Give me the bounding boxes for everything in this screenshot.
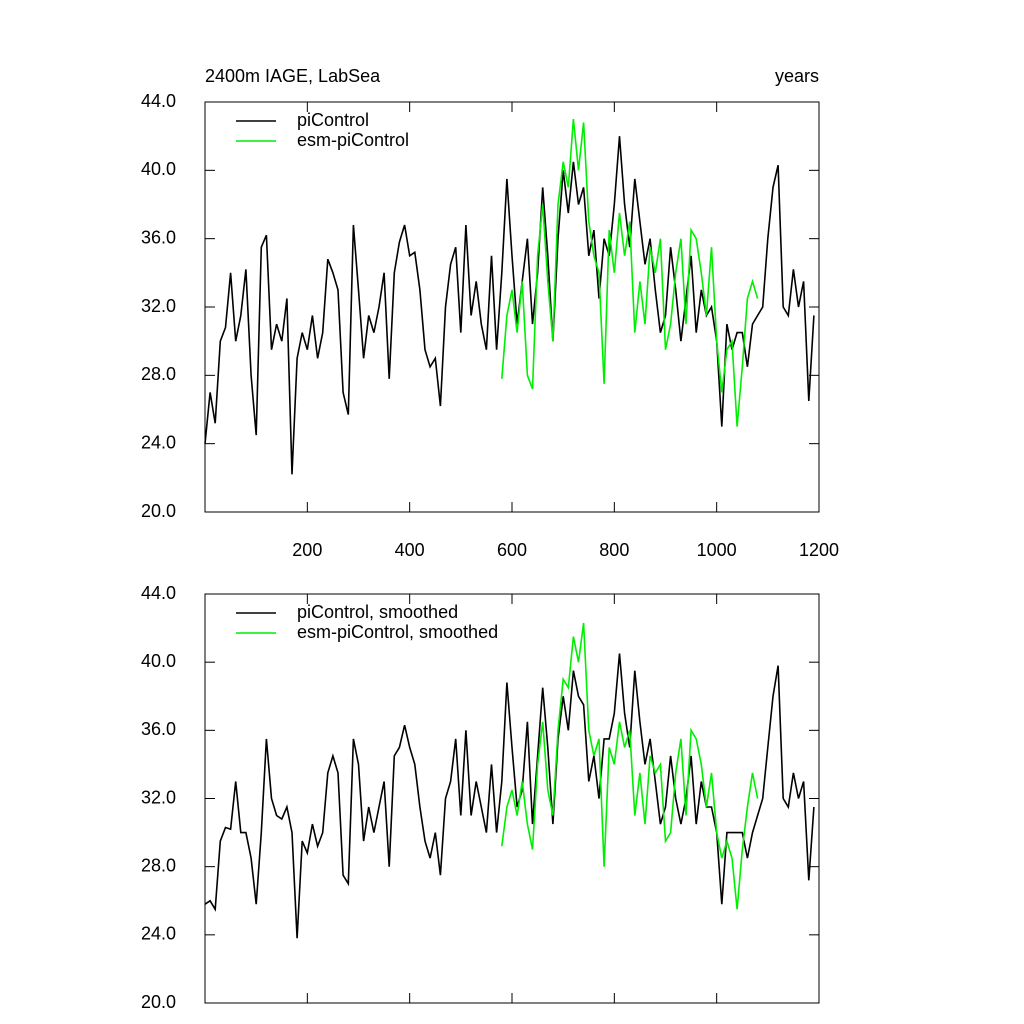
data-line [501, 622, 759, 910]
plot-frame [204, 101, 820, 513]
chart-title: 2400m IAGE, LabSea [205, 66, 381, 86]
y-tick-label: 40.0 [141, 651, 176, 671]
panel: 20.0 24.0 28.0 32.0 36.0 40.0 44.0 piControl, s… [141, 583, 820, 1012]
y-tick-label: 32.0 [141, 296, 176, 316]
y-tick-label: 32.0 [141, 787, 176, 807]
y-tick-label: 40.0 [141, 159, 176, 179]
y-tick-label: 28.0 [141, 364, 176, 384]
y-tick-label: 20.0 [141, 501, 176, 521]
legend-label: esm-piControl [297, 130, 409, 150]
x-tick-label: 200 [292, 540, 322, 560]
y-tick-label: 24.0 [141, 924, 176, 944]
data-line [501, 119, 759, 427]
y-tick-label: 36.0 [141, 227, 176, 247]
y-tick-label: 44.0 [141, 583, 176, 603]
legend-label: esm-piControl, smoothed [297, 622, 498, 642]
x-tick-label: 400 [395, 540, 425, 560]
y-tick-label: 36.0 [141, 719, 176, 739]
data-line [204, 136, 815, 475]
y-tick-label: 20.0 [141, 992, 176, 1012]
panel: 2400m IAGE, LabSea years 20.0 24.0 28.0 32.0 3… [141, 66, 839, 560]
x-axis-label: years [775, 66, 819, 86]
x-tick-label: 1000 [697, 540, 737, 560]
x-tick-label: 1200 [799, 540, 839, 560]
legend-label: piControl, smoothed [297, 602, 458, 622]
legend-label: piControl [297, 110, 369, 130]
y-tick-label: 44.0 [141, 91, 176, 111]
plot-frame [204, 593, 820, 1004]
data-line [204, 653, 815, 939]
x-tick-label: 600 [497, 540, 527, 560]
y-tick-label: 24.0 [141, 432, 176, 452]
y-tick-label: 28.0 [141, 855, 176, 875]
x-tick-label: 800 [599, 540, 629, 560]
